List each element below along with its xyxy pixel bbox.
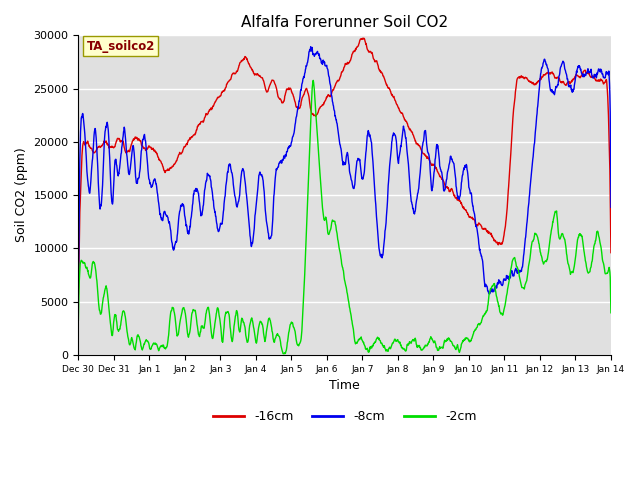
Y-axis label: Soil CO2 (ppm): Soil CO2 (ppm) xyxy=(15,148,28,242)
Text: TA_soilco2: TA_soilco2 xyxy=(86,40,155,53)
Legend: -16cm, -8cm, -2cm: -16cm, -8cm, -2cm xyxy=(208,406,481,429)
Title: Alfalfa Forerunner Soil CO2: Alfalfa Forerunner Soil CO2 xyxy=(241,15,448,30)
X-axis label: Time: Time xyxy=(330,379,360,392)
